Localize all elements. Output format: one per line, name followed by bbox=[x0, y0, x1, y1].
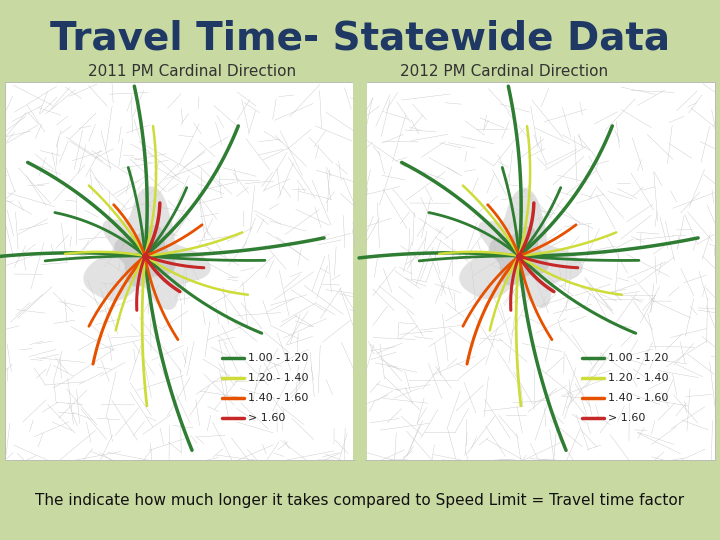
Text: 2011 PM Cardinal Direction: 2011 PM Cardinal Direction bbox=[88, 64, 296, 79]
Text: > 1.60: > 1.60 bbox=[248, 413, 285, 423]
Polygon shape bbox=[459, 188, 582, 308]
Text: 1.40 - 1.60: 1.40 - 1.60 bbox=[608, 393, 668, 403]
Text: 1.40 - 1.60: 1.40 - 1.60 bbox=[248, 393, 308, 403]
Text: > 1.60: > 1.60 bbox=[608, 413, 645, 423]
Bar bbox=[353, 82, 367, 460]
Text: Travel Time- Statewide Data: Travel Time- Statewide Data bbox=[50, 19, 670, 57]
Text: 1.00 - 1.20: 1.00 - 1.20 bbox=[248, 353, 308, 363]
Polygon shape bbox=[84, 186, 211, 310]
Polygon shape bbox=[490, 226, 549, 286]
Bar bbox=[0, 465, 720, 540]
Text: 1.00 - 1.20: 1.00 - 1.20 bbox=[608, 353, 668, 363]
Bar bbox=[365, 82, 715, 460]
Polygon shape bbox=[114, 225, 176, 287]
Text: 1.20 - 1.40: 1.20 - 1.40 bbox=[608, 373, 668, 383]
Text: 1.20 - 1.40: 1.20 - 1.40 bbox=[248, 373, 308, 383]
Text: 2012 PM Cardinal Direction: 2012 PM Cardinal Direction bbox=[400, 64, 608, 79]
Bar bbox=[5, 82, 355, 460]
Text: The indicate how much longer it takes compared to Speed Limit = Travel time fact: The indicate how much longer it takes co… bbox=[35, 492, 685, 508]
